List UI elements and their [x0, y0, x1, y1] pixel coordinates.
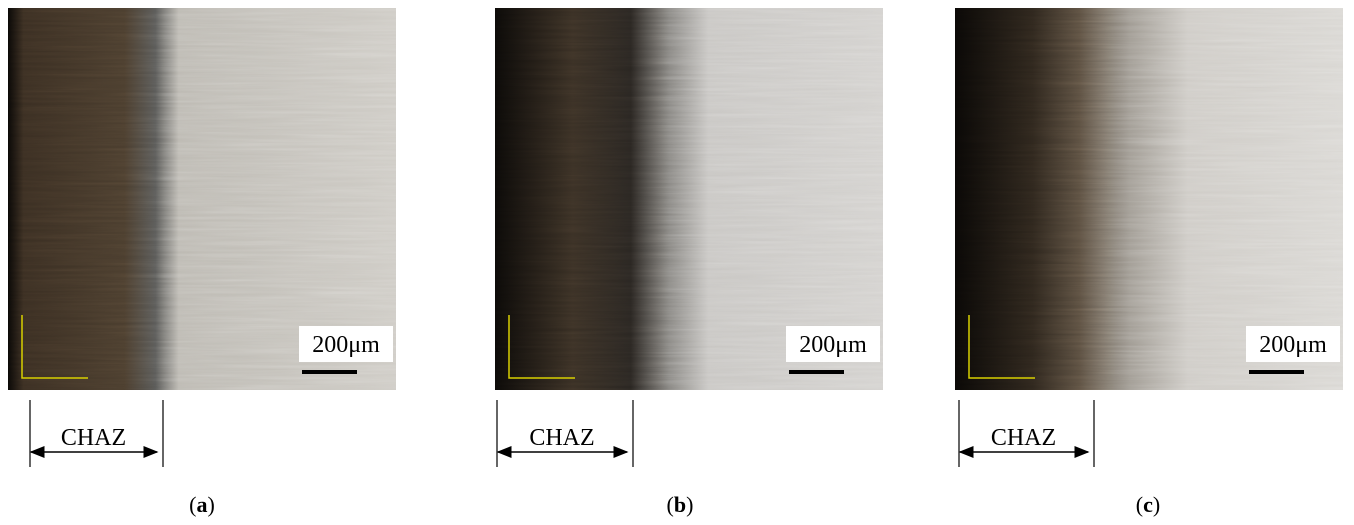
caption: (a) [189, 492, 215, 517]
panel: 200μm CHAZ (b) [495, 8, 883, 517]
caption-open: ( [189, 492, 196, 517]
scale-label: 200μm [799, 332, 867, 358]
caption-letter: b [674, 492, 686, 517]
caption-close: ) [208, 492, 215, 517]
panel: 200μm CHAZ (a) [8, 8, 396, 517]
caption-letter: a [197, 492, 208, 517]
page: {"panels": [ {"scale_label": "200μm", "z… [0, 0, 1354, 525]
scale-label: 200μm [1259, 332, 1327, 358]
zone-label: CHAZ [991, 425, 1056, 451]
caption-open: ( [1136, 492, 1143, 517]
caption: (b) [667, 492, 694, 517]
zone-label: CHAZ [61, 425, 126, 451]
caption-close: ) [1153, 492, 1160, 517]
scale-label: 200μm [312, 332, 380, 358]
caption-open: ( [667, 492, 674, 517]
caption: (c) [1136, 492, 1160, 517]
zone-label: CHAZ [529, 425, 594, 451]
caption-letter: c [1143, 492, 1153, 517]
figure: 200μmCHAZ(a)200μmCHAZ(b)200μmCHAZ(c) [0, 0, 1354, 525]
panel: 200μm CHAZ (c) [955, 8, 1343, 517]
caption-close: ) [686, 492, 693, 517]
